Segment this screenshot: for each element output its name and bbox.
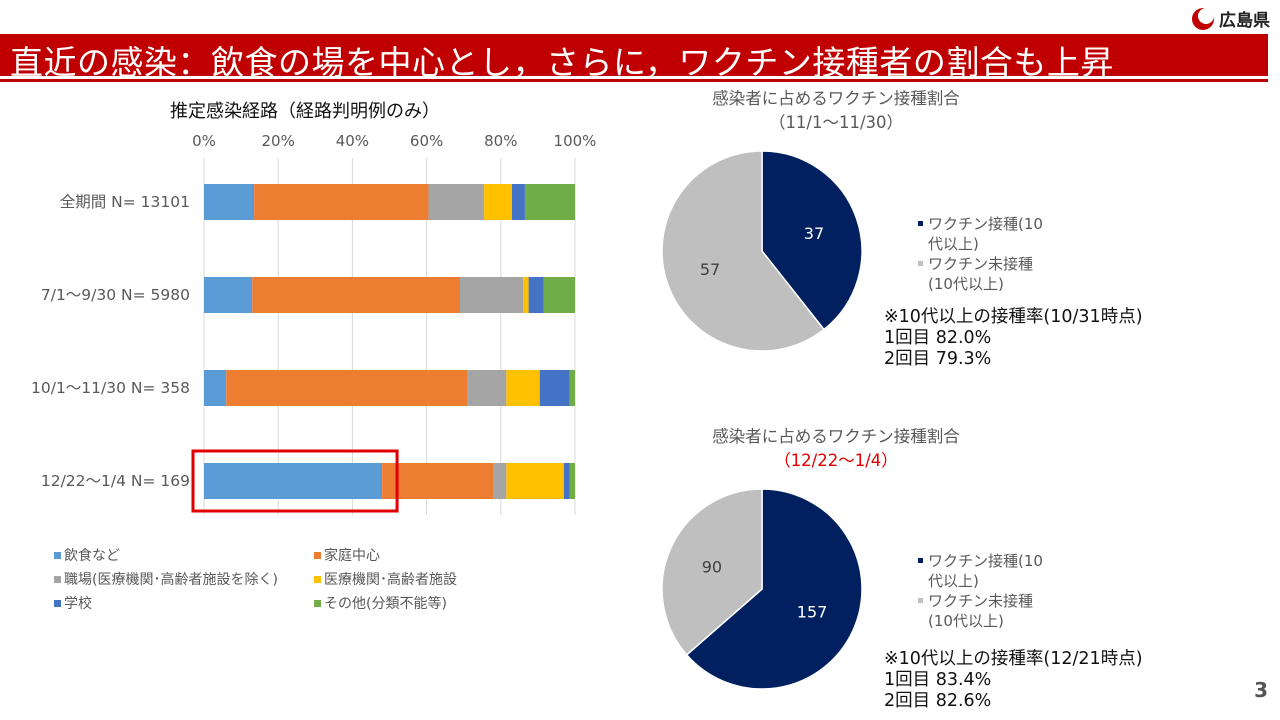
legend-label: 家庭中心 <box>324 547 380 564</box>
category-label: 7/1～9/30 N= 5980 <box>41 286 190 304</box>
legend-label: ワクチン未接種 <box>928 592 1033 610</box>
bar-segment <box>506 463 564 499</box>
bar-segment <box>204 370 227 406</box>
legend-swatch <box>314 600 321 607</box>
pie-data-label: 157 <box>797 603 828 622</box>
legend-swatch <box>314 576 321 583</box>
page-number: 3 <box>1254 678 1268 702</box>
legend-label: 学校 <box>64 595 92 612</box>
note-heading: ※10代以上の接種率(12/21時点) <box>884 649 1143 669</box>
bar-segment <box>524 184 575 220</box>
legend-swatch <box>918 558 923 563</box>
legend-swatch <box>918 221 923 226</box>
bar-segment <box>204 277 253 313</box>
pie-slice <box>761 150 863 331</box>
bar-segment <box>528 277 544 313</box>
legend-label: 職場(医療機関･高齢者施設を除く) <box>64 571 278 588</box>
pie-slice <box>661 150 826 352</box>
bar-segment <box>382 463 494 499</box>
legend-swatch <box>918 598 923 603</box>
x-tick-label: 40% <box>336 132 369 150</box>
legend-swatch <box>54 600 61 607</box>
legend-label: (10代以上) <box>928 275 1004 293</box>
category-label: 12/22～1/4 N= 169 <box>41 472 190 490</box>
pie-subtitle: （11/1～11/30） <box>769 113 903 132</box>
pie-subtitle: （12/22～1/4） <box>774 451 898 470</box>
bar-segment <box>563 463 570 499</box>
legend-label: ワクチン接種(10 <box>928 552 1043 570</box>
bar-segment <box>428 184 485 220</box>
legend-label: ワクチン未接種 <box>928 255 1033 273</box>
legend-swatch <box>918 261 923 266</box>
bar-segment <box>539 370 570 406</box>
title-bar: 直近の感染：飲食の場を中心とし，さらに，ワクチン接種者の割合も上昇 <box>0 34 1268 82</box>
legend-label: 代以上) <box>928 572 979 590</box>
legend-label: 飲食など <box>64 547 120 564</box>
logo-text: 広島県 <box>1219 11 1270 31</box>
legend-swatch <box>54 576 61 583</box>
legend-label: 医療機関･高齢者施設 <box>324 571 457 588</box>
bar-segment <box>569 463 575 499</box>
legend-swatch <box>314 552 321 559</box>
legend-label: ワクチン接種(10 <box>928 215 1043 233</box>
pie-slice <box>661 488 763 656</box>
note-dose2: 2回目 82.6% <box>884 691 992 711</box>
bar-segment <box>252 277 460 313</box>
bar-chart-title: 推定感染経路（経路判明例のみ） <box>170 101 440 122</box>
x-tick-label: 20% <box>262 132 295 150</box>
legend-swatch <box>54 552 61 559</box>
category-label: 10/1～11/30 N= 358 <box>31 379 190 397</box>
bar-segment <box>484 184 512 220</box>
bar-segment <box>523 277 529 313</box>
note-heading: ※10代以上の接種率(10/31時点) <box>884 307 1143 327</box>
x-tick-label: 80% <box>484 132 517 150</box>
page-title: 直近の感染：飲食の場を中心とし，さらに，ワクチン接種者の割合も上昇 <box>10 43 1114 82</box>
highlight-box <box>191 449 399 513</box>
title-underline <box>0 79 1268 82</box>
bar-segment <box>543 277 575 313</box>
bar-segment <box>204 184 255 220</box>
pie-data-label: 57 <box>700 260 720 279</box>
bar-segment <box>506 370 540 406</box>
bar-segment <box>254 184 429 220</box>
bar-segment <box>204 463 383 499</box>
note-dose2: 2回目 79.3% <box>884 349 992 369</box>
infection-route-bar-chart: 推定感染経路（経路判明例のみ） 0% 20% 40% 60% 80% 100% 全期間 N= … <box>31 101 596 612</box>
hiroshima-emblem-icon <box>1192 7 1214 30</box>
bar-segment <box>467 370 507 406</box>
x-tick-label: 60% <box>410 132 443 150</box>
bar-segment <box>226 370 468 406</box>
legend-label: その他(分類不能等) <box>324 595 447 612</box>
bar-segment <box>511 184 525 220</box>
note-dose1: 1回目 82.0% <box>884 328 992 348</box>
vaccination-rate-note-oct: ※10代以上の接種率(10/31時点) 1回目 82.0% 2回目 79.3% <box>884 307 1143 370</box>
pie-title: 感染者に占めるワクチン接種割合 <box>712 427 960 446</box>
vaccination-rate-note-dec: ※10代以上の接種率(12/21時点) 1回目 83.4% 2回目 82.6% <box>884 649 1143 712</box>
legend-label: 代以上) <box>928 235 979 253</box>
bar-segment <box>569 370 575 406</box>
bar-segment <box>459 277 524 313</box>
pie-title: 感染者に占めるワクチン接種割合 <box>712 89 960 108</box>
x-tick-label: 0% <box>192 132 216 150</box>
prefecture-logo: 広島県 <box>1191 6 1270 31</box>
bar-segment <box>493 463 507 499</box>
vaccination-pie-chart-nov: 感染者に占めるワクチン接種割合 （11/1～11/30） 37 57 ワクチン接種(10… <box>661 89 1043 352</box>
legend-label: (10代以上) <box>928 612 1004 630</box>
pie-data-label: 37 <box>804 224 824 243</box>
pie-slice <box>685 488 863 690</box>
vaccination-pie-chart-dec: 感染者に占めるワクチン接種割合 （12/22～1/4） 157 90 ワクチン接種(10… <box>661 427 1043 690</box>
note-dose1: 1回目 83.4% <box>884 670 992 690</box>
pie-data-label: 90 <box>702 557 722 576</box>
category-label: 全期間 N= 13101 <box>60 193 190 211</box>
x-tick-label: 100% <box>554 132 597 150</box>
